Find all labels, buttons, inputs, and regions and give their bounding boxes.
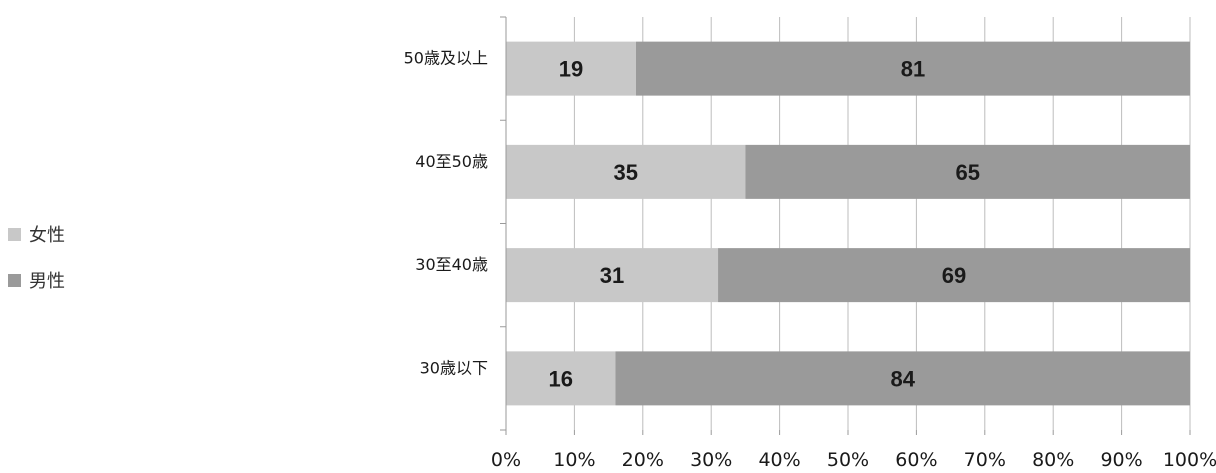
bar-label-3-1: 84 [890,366,915,391]
category-labels: 50歳及以上 40至50歳 30至40歳 30歳以下 [404,49,488,378]
legend-label-male: 男性 [29,271,65,292]
bar-label-0-0: 19 [559,57,583,82]
x-tick-label-6: 60% [895,449,937,471]
bar-0-1 [635,41,1190,96]
axes [500,16,1191,435]
x-tick-label-1: 10% [553,449,595,471]
legend-label-female: 女性 [29,225,65,246]
x-tick-label-9: 90% [1100,449,1142,471]
bar-label-0-1: 81 [901,57,925,82]
x-tick-label-0: 0% [491,449,521,471]
bar-2-1 [718,248,1190,303]
category-label-0: 50歳及以上 [404,49,488,68]
bar-label-3-0: 16 [548,366,572,391]
bar-label-1-1: 65 [955,160,979,185]
x-tick-label-5: 50% [827,449,869,471]
bar-label-2-0: 31 [600,263,624,288]
bar-3-1 [615,351,1190,406]
x-tick-label-8: 80% [1032,449,1074,471]
x-tick-label-7: 70% [964,449,1006,471]
legend-item-female: 女性 [8,211,65,257]
bar-1-0 [506,144,746,199]
category-label-1: 40至50歳 [415,152,488,171]
x-tick-label-4: 40% [758,449,800,471]
legend-item-male: 男性 [8,257,65,303]
legend-swatch-male [8,273,21,287]
x-tick-label-2: 20% [622,449,664,471]
bars: 19 81 35 65 31 69 16 84 [506,41,1190,406]
bar-2-0 [506,248,719,303]
bar-3-0 [506,351,616,406]
legend: 女性 男性 [8,211,65,303]
bar-label-1-0: 35 [613,160,637,185]
category-label-3: 30歳以下 [420,358,488,377]
bar-1-1 [745,144,1190,199]
x-tick-label-3: 30% [690,449,732,471]
category-label-2: 30至40歳 [415,255,488,274]
x-tick-labels: 0% 10% 20% 30% 40% 50% 60% 70% 80% 90% 100% [491,449,1216,471]
x-tick-label-10: 100% [1163,449,1216,471]
legend-swatch-female [8,227,21,241]
bar-0-0 [506,41,636,96]
bar-label-2-1: 69 [942,263,966,288]
